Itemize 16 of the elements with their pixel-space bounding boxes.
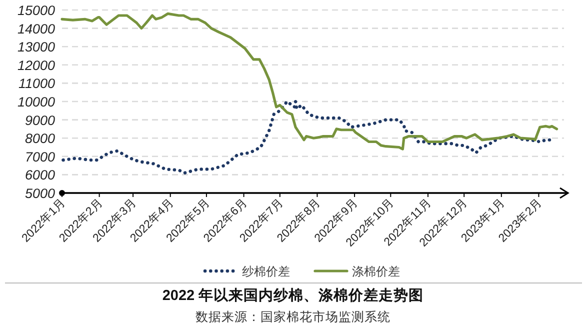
y-tick-label: 13000 [17, 40, 56, 55]
y-tick-label: 15000 [17, 3, 56, 18]
source-note: 数据来源：国家棉花市场监测系统 [196, 309, 390, 324]
y-tick-label: 12000 [17, 58, 56, 73]
y-tick-label: 14000 [17, 21, 56, 36]
text: 2022 年以来国内纱棉、涤棉价差走势图 [162, 287, 424, 304]
y-tick-label: 5000 [24, 186, 56, 201]
line-series [60, 12, 558, 150]
y-tick-label: 10000 [17, 94, 56, 110]
y-tick-label: 11000 [18, 76, 56, 92]
y-tick-label: 6000 [24, 168, 56, 183]
y-tick-label: 7000 [24, 149, 56, 164]
legend-label: 纱棉价差 [242, 264, 290, 278]
y-tick-label: 9000 [24, 112, 56, 128]
y-tick-label: 8000 [24, 131, 56, 146]
legend-label: 涤棉价差 [352, 264, 400, 278]
